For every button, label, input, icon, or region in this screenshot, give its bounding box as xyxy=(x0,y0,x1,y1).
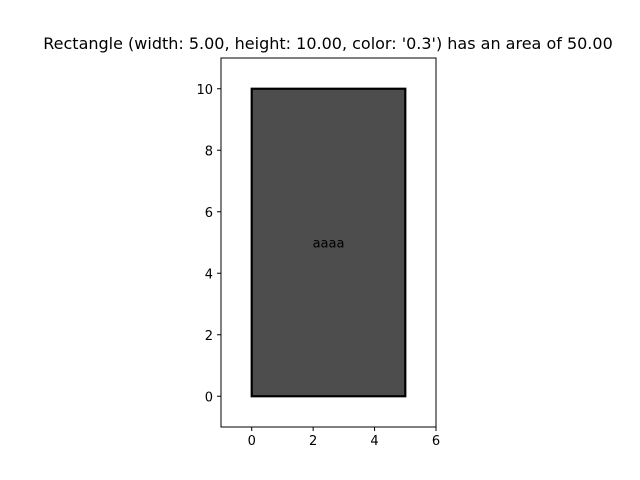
x-tick-label: 4 xyxy=(370,434,378,449)
y-tick-label: 6 xyxy=(205,206,213,221)
rectangle-label: aaaa xyxy=(313,237,345,252)
axes-frame xyxy=(220,57,437,428)
y-tick-label: 2 xyxy=(205,329,213,344)
y-tick-label: 8 xyxy=(205,144,213,159)
x-tick-label: 0 xyxy=(248,434,256,449)
x-tick-label: 2 xyxy=(309,434,317,449)
y-tick-label: 10 xyxy=(196,83,213,98)
plot-area: aaaa 0 2 4 6 0 2 4 6 8 10 xyxy=(196,57,440,449)
y-tick-label: 4 xyxy=(205,267,213,282)
y-tick-label: 0 xyxy=(205,390,213,405)
chart-title: Rectangle (width: 5.00, height: 10.00, c… xyxy=(43,34,613,53)
x-tick-label: 6 xyxy=(432,434,440,449)
rectangle-patch xyxy=(250,87,407,398)
